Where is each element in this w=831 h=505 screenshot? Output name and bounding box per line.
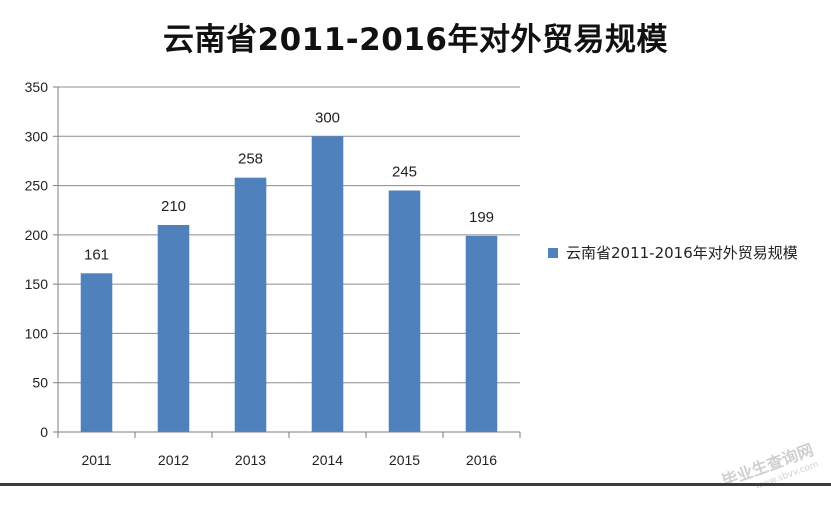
x-tick-label: 2015 — [389, 452, 420, 468]
data-label-2012: 210 — [161, 198, 186, 215]
y-tick-labels: 0 50 100 150 200 250 300 350 — [25, 79, 49, 440]
y-tick-label: 200 — [25, 227, 49, 243]
bar-2014 — [311, 136, 344, 433]
x-tick-label: 2014 — [312, 452, 343, 468]
y-tick-label: 100 — [25, 325, 49, 341]
gridlines — [58, 86, 520, 384]
y-tick-label: 50 — [32, 375, 48, 391]
axes — [53, 86, 521, 438]
data-labels: 161 210 258 300 245 199 — [84, 109, 494, 263]
chart-container: 云南省2011-2016年对外贸易规模 0 50 100 150 200 250 300 35… — [0, 22, 831, 492]
y-tick-label: 250 — [25, 178, 49, 194]
y-tick-label: 300 — [25, 128, 49, 144]
x-tick-label: 2013 — [235, 452, 266, 468]
legend-label: 云南省2011-2016年对外贸易规模 — [566, 244, 798, 262]
legend-swatch — [548, 248, 558, 258]
data-label-2011: 161 — [84, 246, 109, 263]
x-tick-labels: 2011 2012 2013 2014 2015 2016 — [81, 452, 497, 468]
bar-2011 — [80, 273, 113, 432]
chart-title: 云南省2011-2016年对外贸易规模 — [163, 22, 668, 58]
bar-2012 — [157, 225, 190, 432]
bar-2016 — [465, 235, 498, 432]
data-label-2013: 258 — [238, 151, 263, 168]
data-label-2014: 300 — [315, 109, 340, 126]
bar-2013 — [234, 177, 267, 432]
bar-2015 — [388, 190, 421, 432]
y-tick-label: 0 — [40, 424, 48, 440]
x-tick-label: 2016 — [466, 452, 497, 468]
x-tick-label: 2011 — [81, 452, 111, 468]
data-label-2016: 199 — [469, 209, 494, 226]
data-label-2015: 245 — [392, 164, 417, 181]
x-tick-label: 2012 — [158, 452, 189, 468]
y-tick-label: 350 — [25, 79, 49, 95]
bar-series — [80, 136, 498, 433]
chart-legend: 云南省2011-2016年对外贸易规模 — [548, 243, 798, 264]
y-tick-label: 150 — [25, 276, 49, 292]
